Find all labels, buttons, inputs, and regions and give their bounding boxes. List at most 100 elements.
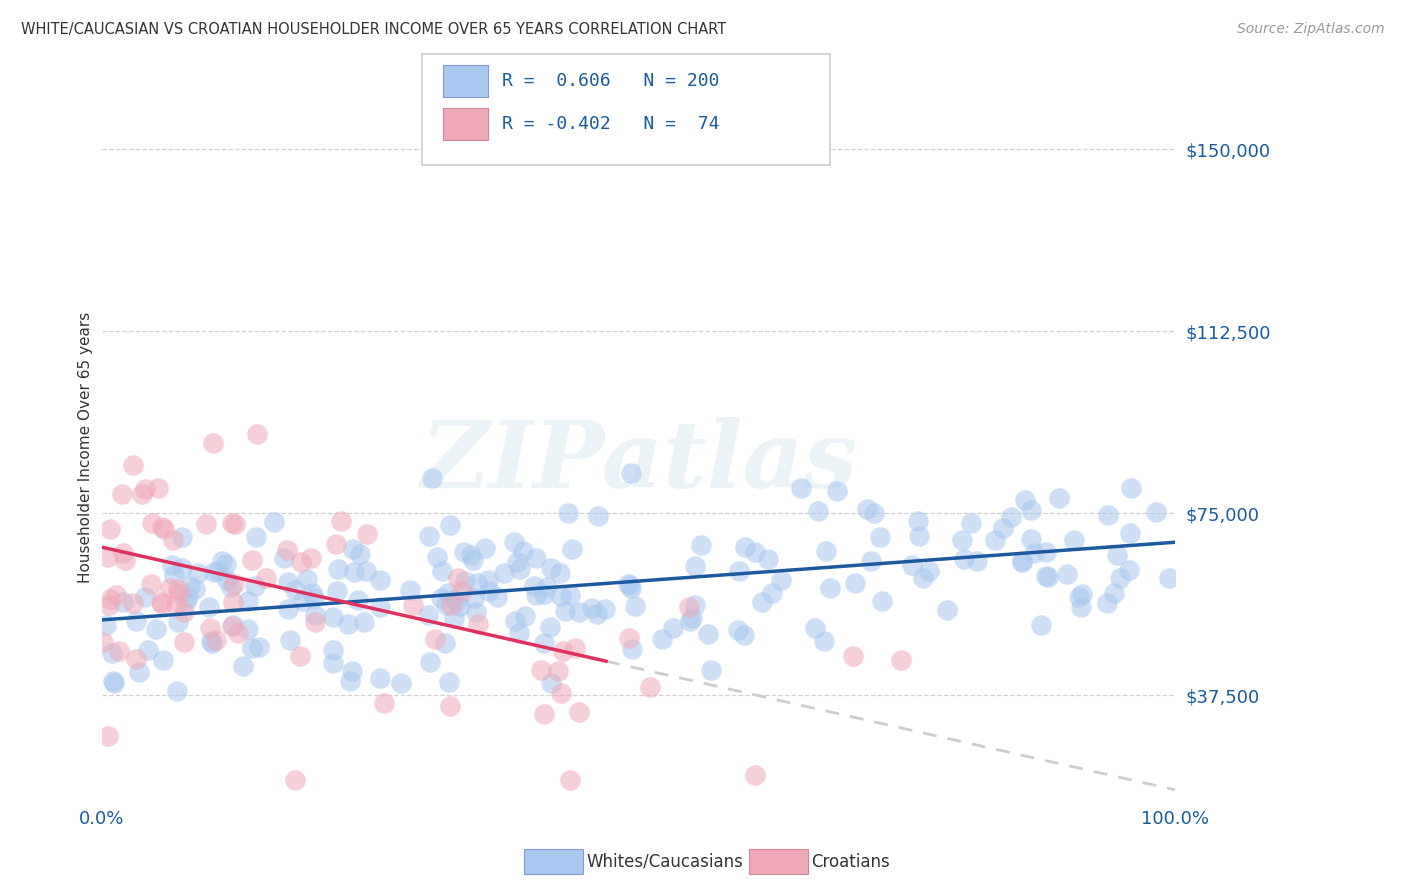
Point — [291, 594, 314, 608]
Point — [304, 608, 326, 623]
Point — [651, 632, 673, 646]
Point — [661, 621, 683, 635]
Point — [1011, 556, 1033, 570]
Point — [342, 665, 364, 679]
Point — [167, 615, 190, 630]
Point — [620, 642, 643, 657]
Point — [1000, 509, 1022, 524]
Point — [959, 516, 981, 531]
Point — [567, 605, 589, 619]
Point — [97, 729, 120, 743]
Point — [166, 684, 188, 698]
Point — [440, 598, 463, 612]
Point — [349, 547, 371, 561]
Point — [620, 466, 643, 480]
Point — [1095, 595, 1118, 609]
Point — [273, 551, 295, 566]
Point — [284, 773, 307, 788]
Point — [512, 543, 534, 558]
Point — [328, 562, 350, 576]
Point — [918, 564, 941, 578]
Point — [254, 571, 277, 585]
Point — [437, 675, 460, 690]
Point — [103, 676, 125, 690]
Point — [550, 686, 572, 700]
Point — [389, 676, 412, 690]
Point — [98, 592, 121, 607]
Point — [1063, 533, 1085, 548]
Point — [339, 673, 361, 688]
Point — [505, 555, 527, 569]
Point — [356, 527, 378, 541]
Point — [276, 543, 298, 558]
Point — [533, 586, 555, 600]
Point — [201, 436, 224, 450]
Point — [418, 529, 440, 543]
Point — [195, 517, 218, 532]
Text: R = -0.402   N =  74: R = -0.402 N = 74 — [502, 115, 720, 133]
Point — [329, 514, 352, 528]
Point — [953, 551, 976, 566]
Point — [533, 636, 555, 650]
Point — [683, 599, 706, 613]
Point — [430, 591, 453, 606]
Point — [619, 631, 641, 645]
Point — [224, 516, 246, 531]
Point — [728, 564, 751, 578]
Point — [439, 699, 461, 714]
Point — [540, 561, 562, 575]
Point — [1047, 491, 1070, 505]
Point — [373, 696, 395, 710]
Point — [474, 541, 496, 555]
Point — [825, 483, 848, 498]
Point — [561, 542, 583, 557]
Point — [984, 533, 1007, 547]
Point — [814, 544, 837, 558]
Text: Source: ZipAtlas.com: Source: ZipAtlas.com — [1237, 22, 1385, 37]
Point — [842, 648, 865, 663]
Point — [447, 571, 470, 585]
Point — [97, 550, 120, 565]
Point — [416, 607, 439, 622]
Point — [761, 586, 783, 600]
Point — [436, 598, 458, 612]
Point — [1071, 587, 1094, 601]
Point — [124, 652, 146, 666]
Point — [173, 605, 195, 619]
Point — [402, 598, 425, 612]
Point — [486, 590, 509, 604]
Point — [368, 599, 391, 614]
Point — [232, 659, 254, 673]
Point — [163, 568, 186, 582]
Point — [301, 586, 323, 600]
Point — [290, 649, 312, 664]
Point — [98, 522, 121, 536]
Point — [172, 561, 194, 575]
Point — [128, 665, 150, 679]
Point — [1019, 532, 1042, 546]
Point — [236, 594, 259, 608]
Point — [1019, 503, 1042, 517]
Text: Croatians: Croatians — [811, 853, 890, 871]
Point — [450, 584, 472, 599]
Point — [277, 601, 299, 615]
Point — [593, 602, 616, 616]
Point — [1069, 590, 1091, 604]
Text: R =  0.606   N = 200: R = 0.606 N = 200 — [502, 72, 720, 90]
Point — [638, 680, 661, 694]
Point — [756, 552, 779, 566]
Point — [290, 555, 312, 569]
Point — [187, 566, 209, 581]
Point — [508, 625, 530, 640]
Point — [564, 640, 586, 655]
Point — [420, 471, 443, 485]
Point — [149, 595, 172, 609]
Point — [863, 506, 886, 520]
Point — [434, 636, 457, 650]
Point — [1121, 481, 1143, 495]
Point — [907, 529, 929, 543]
Point — [1056, 567, 1078, 582]
Point — [936, 603, 959, 617]
Point — [177, 590, 200, 604]
Point — [207, 564, 229, 578]
